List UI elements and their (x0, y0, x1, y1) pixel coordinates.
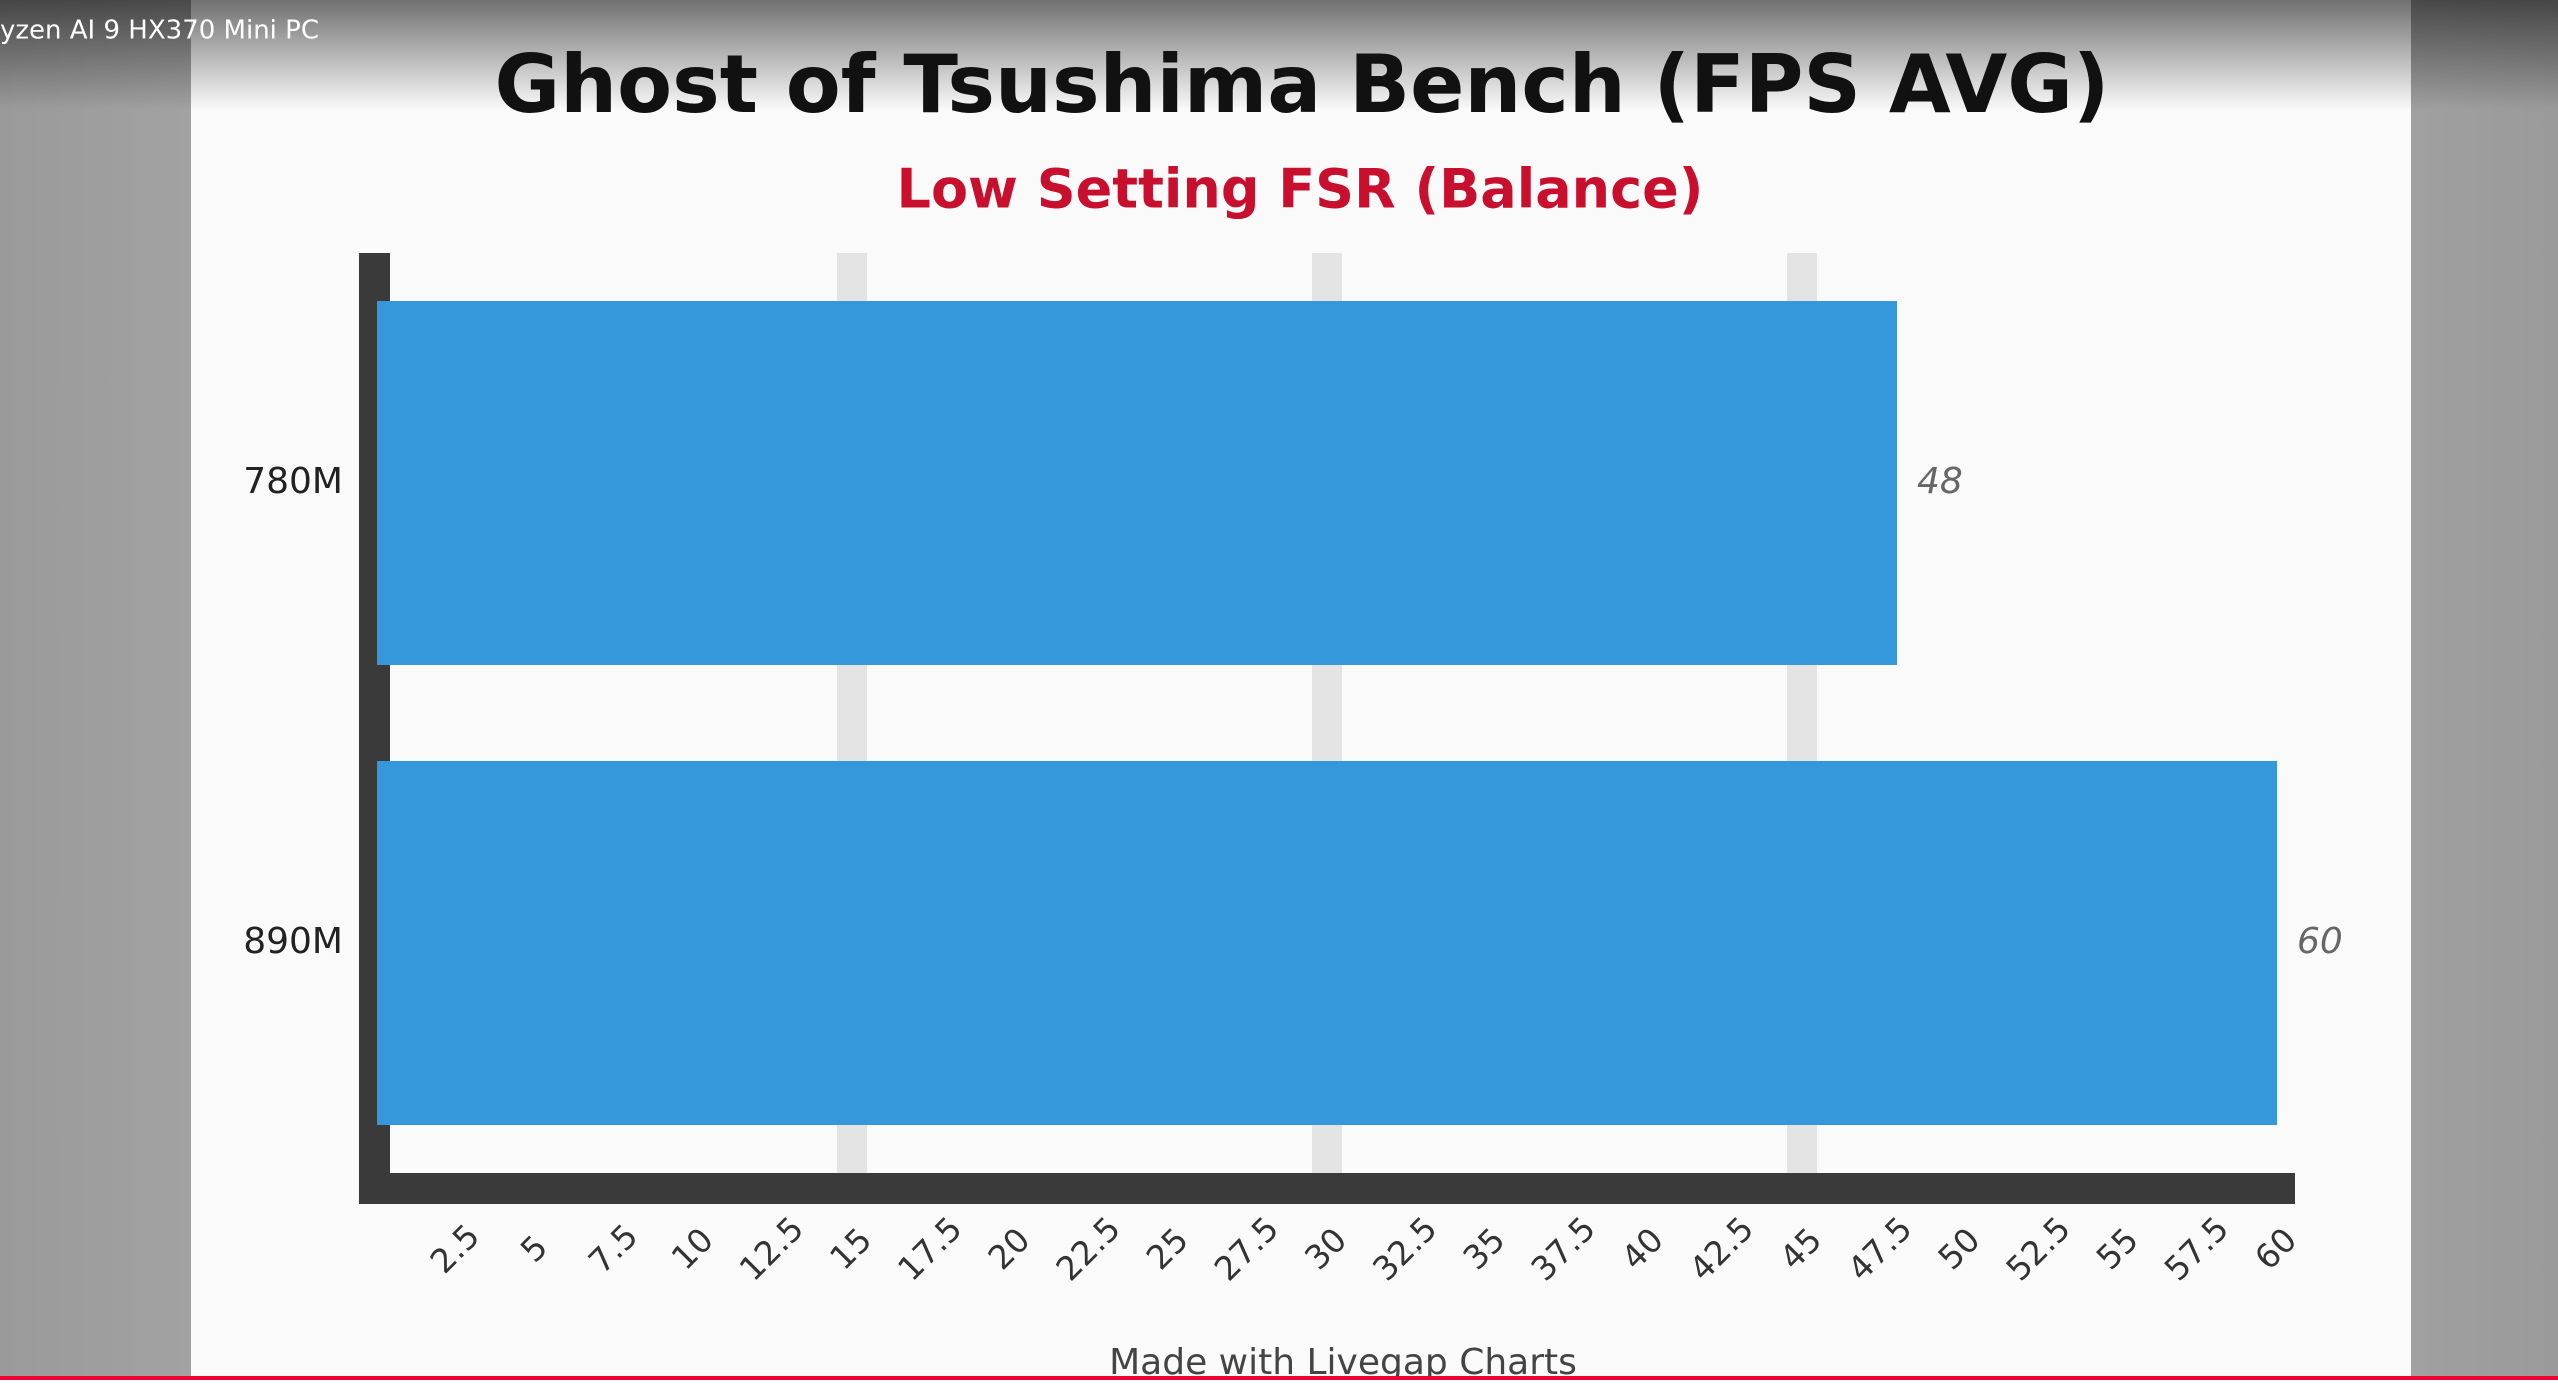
chart-subtitle: Low Setting FSR (Balance) (897, 158, 1704, 221)
chart-title: Ghost of Tsushima Bench (FPS AVG) (495, 38, 2110, 131)
bar (377, 301, 1897, 665)
chart-panel (191, 0, 2411, 1380)
video-title: yzen AI 9 HX370 Mini PC (0, 16, 319, 46)
x-axis (359, 1173, 2295, 1204)
footer: Made with Livegap Charts (1109, 1342, 1577, 1380)
progress-bar[interactable] (0, 1376, 2558, 1380)
top-shade (0, 0, 2558, 110)
y-tick-label: 890M (243, 921, 343, 962)
y-tick-label: 780M (243, 461, 343, 502)
value-label: 60 (2297, 921, 2343, 962)
value-label: 48 (1917, 461, 1963, 502)
plot: 2.5 5 7.5 10 12.5 15 17.5 20 22.5 25 27.5 30 32.5 35 3… (243, 253, 2343, 1288)
bar (377, 761, 2277, 1125)
